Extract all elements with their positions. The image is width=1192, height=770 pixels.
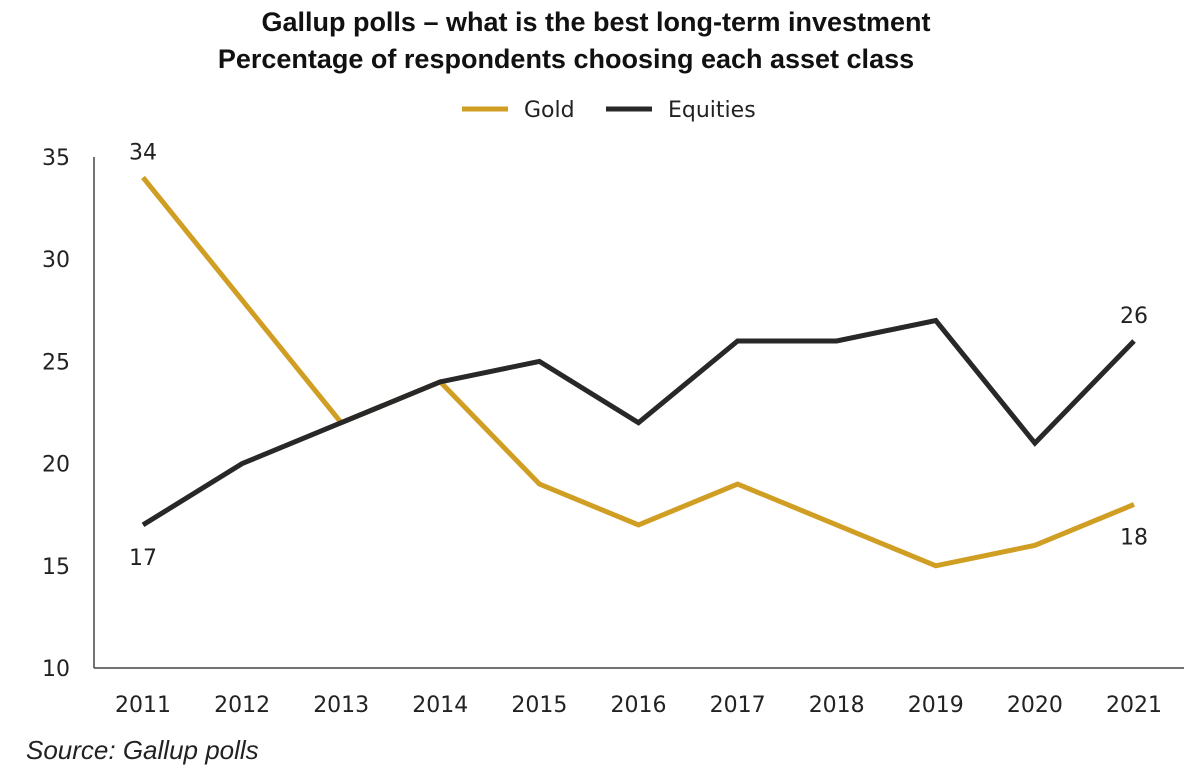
data-label: 18 [1120,525,1148,550]
x-tick-label: 2013 [313,693,369,718]
data-label: 17 [129,546,157,571]
source-note: Source: Gallup polls [26,735,259,765]
chart-title: Gallup polls – what is the best long-ter… [261,7,930,37]
x-tick-label: 2014 [412,693,468,718]
x-tick-label: 2016 [611,693,667,718]
y-tick-label: 10 [42,657,70,682]
legend: Gold Equities [462,98,756,123]
y-tick-label: 25 [42,350,70,375]
series-lines [141,175,1136,569]
x-tick-label: 2018 [809,693,865,718]
series-line-equities [141,317,1136,528]
axes: 10 15 20 25 30 35 2011 2012 2013 2014 2015 2016 2017… [42,146,1184,718]
y-tick-label: 20 [42,453,70,478]
data-labels: 34 17 26 18 [129,140,1148,570]
x-tick-label: 2011 [115,693,171,718]
y-tick-label: 30 [42,248,70,273]
data-label: 34 [129,140,157,165]
y-tick-label: 35 [42,146,70,171]
legend-label: Equities [668,98,756,123]
x-tick-label: 2019 [908,693,964,718]
y-tick-label: 15 [42,555,70,580]
x-tick-label: 2012 [214,693,270,718]
x-tick-label: 2020 [1007,693,1063,718]
x-tick-label: 2021 [1106,693,1162,718]
series-line-gold [141,175,1135,569]
chart-subtitle: Percentage of respondents choosing each … [218,44,914,74]
x-tick-label: 2017 [710,693,766,718]
legend-label: Gold [524,98,575,123]
data-label: 26 [1120,304,1148,329]
x-tick-label: 2015 [511,693,567,718]
